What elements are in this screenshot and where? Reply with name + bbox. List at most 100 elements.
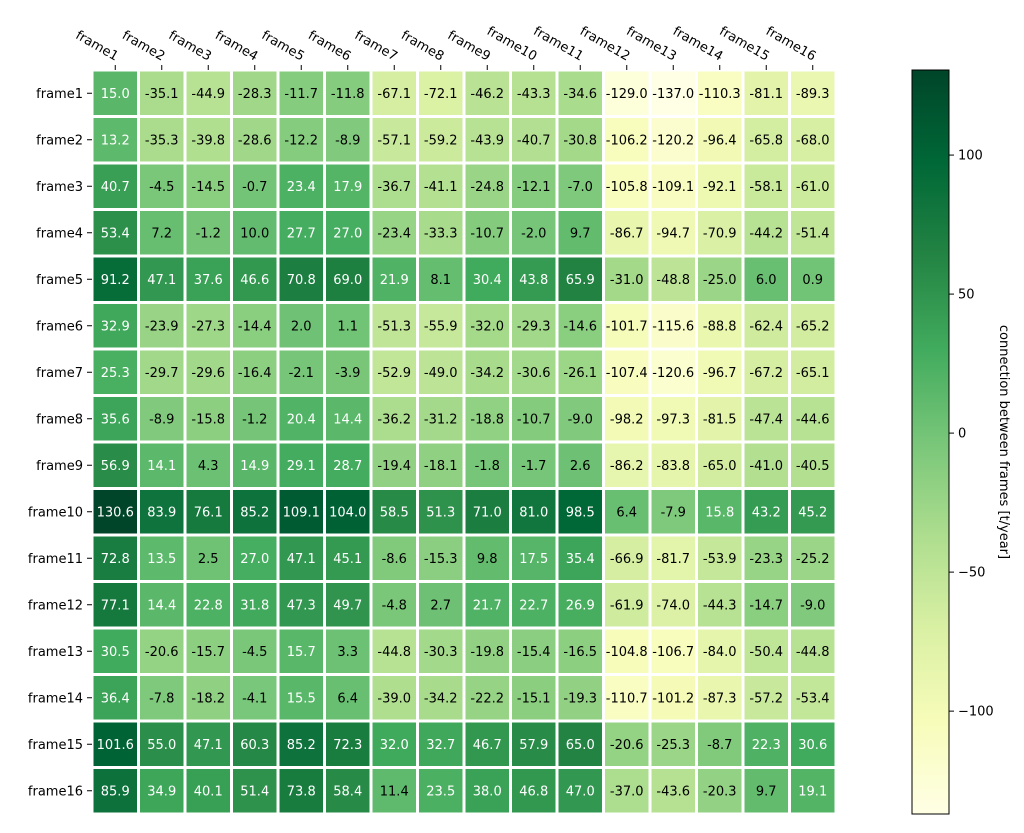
heatmap-cell-value: -110.7 xyxy=(606,691,648,706)
heatmap-cell xyxy=(465,722,509,766)
heatmap-cell-value: -31.0 xyxy=(610,273,644,288)
heatmap-cell-value: -36.7 xyxy=(377,180,411,195)
heatmap-cell-value: 19.1 xyxy=(798,784,827,799)
heatmap-cell xyxy=(326,676,370,720)
heatmap-cell xyxy=(93,71,137,115)
heatmap-cell xyxy=(558,257,602,301)
heatmap-cell-value: 130.6 xyxy=(97,505,134,520)
heatmap-cell-value: 28.7 xyxy=(333,459,362,474)
heatmap-cell xyxy=(93,211,137,255)
heatmap-cell xyxy=(140,443,184,487)
heatmap-cell xyxy=(93,443,137,487)
heatmap-cell-value: -12.1 xyxy=(517,180,551,195)
heatmap-cell xyxy=(651,304,695,348)
heatmap-cell xyxy=(279,490,323,534)
heatmap-cell xyxy=(326,211,370,255)
heatmap-cell xyxy=(326,583,370,627)
heatmap-cell xyxy=(186,629,230,673)
heatmap-cell-value: 37.6 xyxy=(194,273,223,288)
heatmap-cell-value: 101.6 xyxy=(97,738,134,753)
heatmap-cell xyxy=(233,350,277,394)
heatmap-cell xyxy=(465,490,509,534)
heatmap-cell-value: -30.8 xyxy=(563,133,597,148)
heatmap-cell-value: 2.5 xyxy=(198,552,219,567)
heatmap-cell-value: 57.9 xyxy=(519,738,548,753)
heatmap-cell xyxy=(558,164,602,208)
heatmap-cell xyxy=(744,118,788,162)
x-tick-label: frame5 xyxy=(259,28,307,64)
heatmap-cell-value: -29.3 xyxy=(517,319,551,334)
heatmap-cell xyxy=(465,769,509,813)
heatmap-cell-value: -87.3 xyxy=(703,691,737,706)
heatmap-cell xyxy=(326,769,370,813)
heatmap-cell xyxy=(605,71,649,115)
heatmap-cell xyxy=(791,536,835,580)
heatmap-cell-value: -29.7 xyxy=(145,366,179,381)
heatmap-cell-value: -23.9 xyxy=(145,319,179,334)
heatmap-cell xyxy=(605,164,649,208)
heatmap-cell xyxy=(605,118,649,162)
heatmap-cell xyxy=(605,536,649,580)
heatmap-cell-value: 65.0 xyxy=(566,738,595,753)
heatmap-cell xyxy=(698,722,742,766)
heatmap-cell xyxy=(186,490,230,534)
x-tick-label: frame15 xyxy=(717,24,772,65)
heatmap-cell-value: -24.8 xyxy=(470,180,504,195)
heatmap-cell-value: 9.8 xyxy=(477,552,498,567)
heatmap-cell-value: -44.9 xyxy=(191,87,225,102)
heatmap-cell xyxy=(93,164,137,208)
heatmap-cell xyxy=(233,164,277,208)
y-tick-label: frame1 xyxy=(36,87,83,102)
heatmap-cell-value: 21.7 xyxy=(473,598,502,613)
heatmap-cell xyxy=(744,769,788,813)
heatmap-cell xyxy=(279,71,323,115)
heatmap-cell xyxy=(651,211,695,255)
heatmap-cell xyxy=(558,350,602,394)
heatmap-cell xyxy=(651,583,695,627)
heatmap-cell xyxy=(186,722,230,766)
heatmap-cell-value: -84.0 xyxy=(703,645,737,660)
heatmap-cell-value: -18.8 xyxy=(470,412,504,427)
heatmap-cell-value: -32.0 xyxy=(470,319,504,334)
heatmap-cell xyxy=(419,769,463,813)
heatmap-cell xyxy=(372,71,416,115)
y-axis-tick-labels: frame1 frame2 frame3 frame4 frame5 frame6 fram… xyxy=(28,87,92,799)
heatmap-cell-value: -104.8 xyxy=(606,645,648,660)
heatmap-cell xyxy=(791,397,835,441)
heatmap-cell-value: -33.3 xyxy=(424,226,458,241)
heatmap-cell xyxy=(791,118,835,162)
heatmap-cell-value: 23.5 xyxy=(426,784,455,799)
heatmap-cell xyxy=(93,304,137,348)
heatmap-cell-value: -105.8 xyxy=(606,180,648,195)
heatmap-cell xyxy=(419,629,463,673)
heatmap-cell-value: 71.0 xyxy=(473,505,502,520)
heatmap-cell-value: 30.4 xyxy=(473,273,502,288)
heatmap-cell xyxy=(651,164,695,208)
heatmap-cell-value: 76.1 xyxy=(194,505,223,520)
heatmap-cell-value: -92.1 xyxy=(703,180,737,195)
heatmap-cell-value: 36.4 xyxy=(101,691,130,706)
heatmap-cell xyxy=(233,397,277,441)
heatmap-cell xyxy=(372,350,416,394)
x-tick-label: frame4 xyxy=(212,28,260,64)
heatmap-cell-value: -1.2 xyxy=(196,226,221,241)
heatmap-cell xyxy=(605,722,649,766)
heatmap-cell-value: -15.8 xyxy=(191,412,225,427)
heatmap-cell xyxy=(465,350,509,394)
heatmap-cell-value: -67.1 xyxy=(377,87,411,102)
heatmap-cell xyxy=(744,71,788,115)
heatmap-cell-value: -43.6 xyxy=(656,784,690,799)
x-tick-label: frame14 xyxy=(670,24,725,65)
heatmap-cell-value: -15.7 xyxy=(191,645,225,660)
heatmap-cell-value: -47.4 xyxy=(749,412,783,427)
heatmap-cell xyxy=(419,304,463,348)
heatmap-cell xyxy=(558,769,602,813)
colorbar-tick-label: 50 xyxy=(958,288,975,303)
heatmap-cell-value: -14.6 xyxy=(563,319,597,334)
heatmap-cell-value: 69.0 xyxy=(333,273,362,288)
heatmap-cell xyxy=(140,676,184,720)
heatmap-cell xyxy=(698,350,742,394)
heatmap-cell-value: -86.7 xyxy=(610,226,644,241)
heatmap-cell-value: -8.7 xyxy=(707,738,732,753)
heatmap-cell xyxy=(186,397,230,441)
